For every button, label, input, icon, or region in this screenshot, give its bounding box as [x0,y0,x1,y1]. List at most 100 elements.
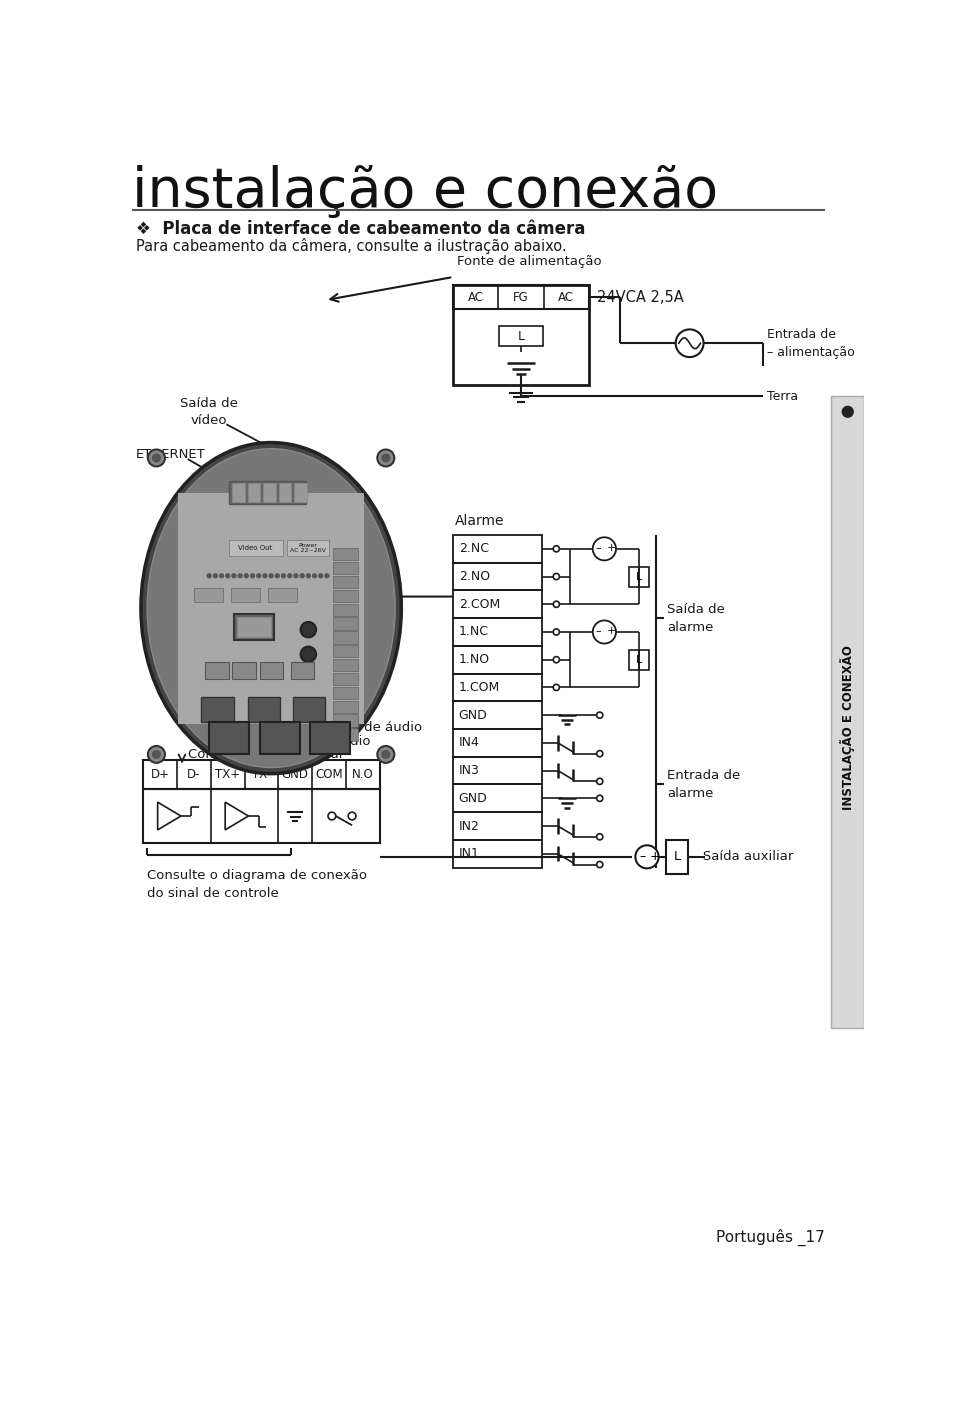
Circle shape [300,646,316,662]
Circle shape [153,454,160,462]
Text: 2.NC: 2.NC [459,542,489,555]
Bar [232,662,255,679]
Circle shape [269,573,273,578]
Text: instalação e conexão: instalação e conexão [132,165,718,219]
Circle shape [148,746,165,763]
Bar [453,618,542,646]
Circle shape [592,538,616,561]
Text: IN2: IN2 [459,820,480,832]
Circle shape [592,620,616,643]
Text: IN1: IN1 [459,847,480,861]
Bar [333,729,358,740]
Circle shape [313,573,317,578]
Bar [205,662,228,679]
Circle shape [281,573,285,578]
Circle shape [288,573,292,578]
Bar [333,673,358,684]
Circle shape [300,573,304,578]
Circle shape [842,407,853,417]
Text: GND: GND [459,791,488,805]
Text: COM: COM [315,768,343,781]
Bar [333,714,358,727]
Circle shape [226,573,229,578]
Bar [453,646,542,673]
Text: D-: D- [187,768,201,781]
Circle shape [596,834,603,840]
Circle shape [207,573,211,578]
Circle shape [153,750,160,758]
Bar [333,659,358,672]
Circle shape [328,813,336,820]
Circle shape [263,573,267,578]
Bar [295,484,307,502]
Circle shape [596,778,603,784]
Circle shape [238,573,242,578]
Circle shape [596,750,603,757]
Text: L: L [674,851,681,864]
Circle shape [377,746,395,763]
Bar [333,632,358,643]
Bar [248,697,280,721]
Bar [268,588,298,602]
Text: 2.NO: 2.NO [459,571,490,583]
Text: 1.NC: 1.NC [459,626,489,639]
Bar [333,700,358,713]
Circle shape [596,795,603,801]
Bar [453,784,542,813]
Text: 2.COM: 2.COM [459,598,500,610]
Text: IN3: IN3 [459,764,480,777]
Bar [143,790,379,842]
Polygon shape [157,803,180,830]
Text: – Saída auxiliar: – Saída auxiliar [692,851,793,864]
Bar [453,673,542,702]
Circle shape [676,329,704,357]
Text: 1.COM: 1.COM [459,682,500,694]
Circle shape [553,573,560,579]
Circle shape [553,546,560,552]
Circle shape [382,454,390,462]
Circle shape [306,573,310,578]
Bar [453,285,588,309]
Bar [333,562,358,575]
Text: GND: GND [281,768,309,781]
Circle shape [300,622,316,638]
Bar [228,481,306,504]
Circle shape [382,750,390,758]
Bar [237,618,271,638]
Bar [453,757,542,784]
Text: 1.NO: 1.NO [459,653,490,666]
Bar [263,484,276,502]
Text: Terra: Terra [767,390,799,403]
Bar [629,650,649,670]
Circle shape [251,573,254,578]
Text: N.O: N.O [352,768,373,781]
Text: Entrada de
– alimentação: Entrada de – alimentação [767,327,854,359]
Bar [209,721,250,754]
Text: Fonte de alimentação: Fonte de alimentação [457,255,602,268]
Bar [453,702,542,729]
Bar [453,591,542,618]
Bar [453,840,542,868]
Text: AC: AC [559,290,574,303]
Bar [259,662,283,679]
Bar [228,541,283,556]
Bar [333,645,358,657]
Text: ETHERNET: ETHERNET [135,448,205,461]
Bar [453,813,542,840]
Bar [333,576,358,588]
Text: FG: FG [514,290,529,303]
Bar [291,662,314,679]
Bar [259,721,300,754]
Circle shape [325,573,329,578]
Text: L: L [636,655,642,665]
Circle shape [377,450,395,467]
Text: ❖  Placa de interface de cabeamento da câmera: ❖ Placa de interface de cabeamento da câ… [135,219,585,238]
Text: Português _17: Português _17 [716,1228,826,1245]
Circle shape [553,629,560,635]
Text: L: L [636,572,642,582]
Ellipse shape [141,443,401,774]
Circle shape [319,573,323,578]
Circle shape [256,573,261,578]
Bar [234,615,275,640]
Text: TX+: TX+ [215,768,240,781]
